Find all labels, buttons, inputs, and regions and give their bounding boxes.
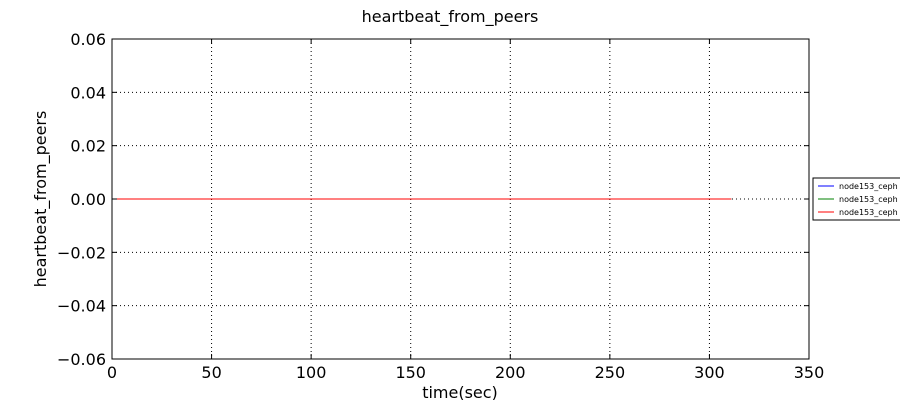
- y-axis-label: heartbeat_from_peers: [31, 111, 51, 288]
- y-tick-label: 0.06: [70, 30, 106, 49]
- y-tick-label: 0.04: [70, 83, 106, 102]
- x-tick-label: 300: [694, 363, 725, 382]
- y-tick-label: 0.00: [70, 190, 106, 209]
- x-tick-label: 100: [296, 363, 327, 382]
- y-tick-label: 0.02: [70, 137, 106, 156]
- y-axis-ticks: 0.06 0.04 0.02 0.00 −0.02 −0.04 −0.06: [57, 30, 809, 369]
- y-tick-label: −0.04: [57, 297, 106, 316]
- x-tick-label: 50: [201, 363, 221, 382]
- x-tick-label: 350: [794, 363, 825, 382]
- y-tick-label: −0.02: [57, 243, 106, 262]
- chart-title: heartbeat_from_peers: [362, 7, 539, 27]
- x-axis-ticks: 0 50 100 150 200 250 300 350: [107, 39, 824, 382]
- x-tick-label: 250: [595, 363, 626, 382]
- y-tick-label: −0.06: [57, 350, 106, 369]
- x-axis-label: time(sec): [422, 383, 498, 400]
- legend-label: node153_ceph: [839, 182, 898, 191]
- legend-label: node153_ceph: [839, 195, 898, 204]
- legend: node153_ceph node153_ceph node153_ceph: [812, 177, 900, 221]
- legend-label: node153_ceph: [839, 208, 898, 217]
- x-tick-label: 0: [107, 363, 117, 382]
- x-tick-label: 200: [495, 363, 526, 382]
- x-tick-label: 150: [395, 363, 426, 382]
